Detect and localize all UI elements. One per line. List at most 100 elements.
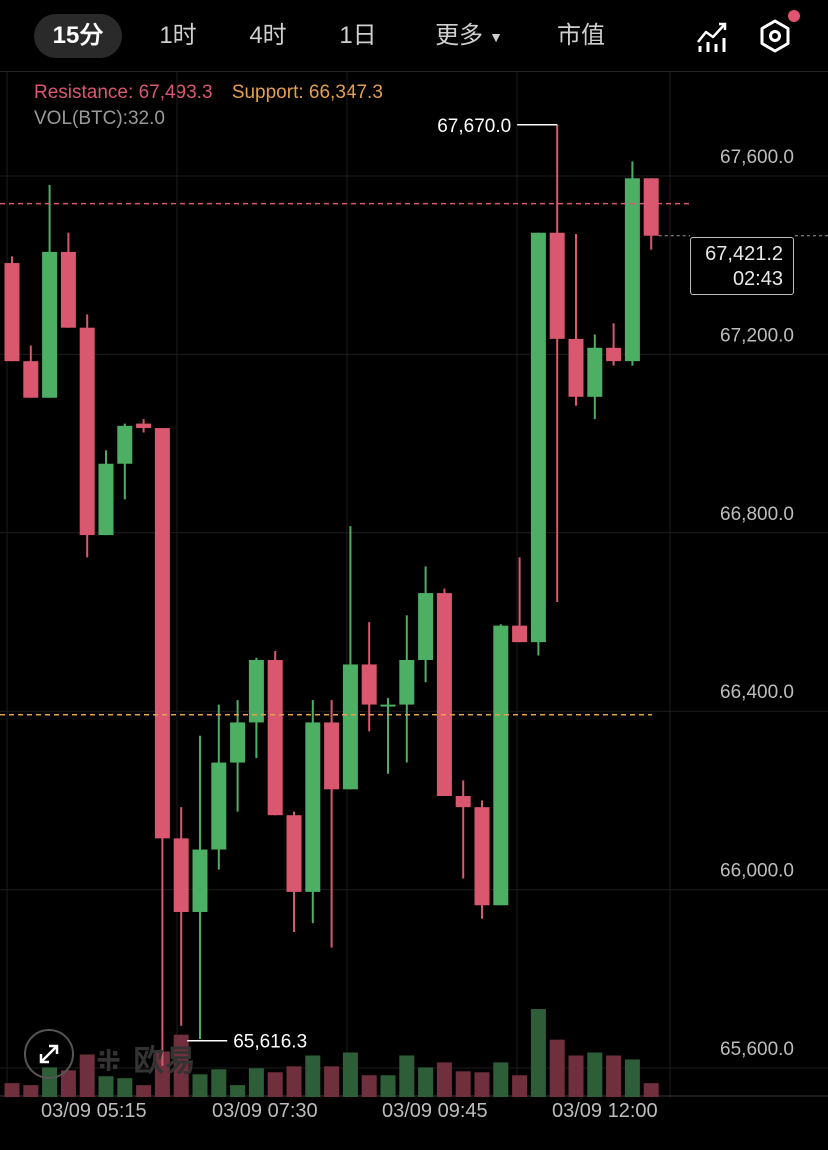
- last-price-box: 67,421.2 02:43: [690, 237, 794, 295]
- low-price-label: 65,616.3: [233, 1032, 307, 1053]
- indicators-icon[interactable]: [692, 16, 732, 56]
- volume-bar: [192, 1074, 208, 1097]
- support-resistance-info: Resistance: 67,493.3 Support: 66,347.3: [34, 82, 383, 104]
- volume-bar: [549, 1039, 565, 1097]
- candle-body: [643, 178, 659, 236]
- candle-body: [42, 251, 58, 398]
- candle-body: [436, 593, 452, 797]
- candle-body: [230, 722, 246, 763]
- more-timeframes-dropdown[interactable]: 更多 ▼: [424, 14, 514, 58]
- candle-body: [380, 704, 396, 707]
- y-tick-label: 66,800.0: [720, 504, 794, 525]
- volume-bar: [530, 1009, 546, 1097]
- volume-bar: [643, 1083, 659, 1097]
- candle-countdown: 02:43: [732, 268, 783, 290]
- volume-bar: [173, 1034, 189, 1097]
- volume-bar: [587, 1052, 603, 1097]
- volume-bar: [23, 1085, 39, 1097]
- high-price-label: 67,670.0: [437, 116, 511, 137]
- last-price-value: 67,421.2: [705, 243, 783, 265]
- y-tick-label: 66,400.0: [720, 682, 794, 703]
- candle-body: [173, 838, 189, 912]
- timeframe-15m-tab[interactable]: 15分: [34, 14, 122, 58]
- candle-body: [136, 423, 152, 429]
- candle-body: [60, 251, 76, 328]
- volume-bar: [512, 1075, 528, 1097]
- exchange-watermark: ⁜ 欧易: [96, 1036, 197, 1080]
- support-label: Support:: [231, 82, 304, 103]
- candlestick-chart[interactable]: 67,600.0 67,200.0 66,800.0 66,400.0 66,000.0…: [0, 72, 828, 1098]
- expand-icon: [39, 1044, 59, 1064]
- timeframe-1h-tab[interactable]: 1时: [159, 22, 197, 49]
- volume-bar: [79, 1054, 95, 1097]
- timeframe-1d-tab[interactable]: 1日: [339, 22, 377, 49]
- resistance-value: 67,493.3: [138, 82, 213, 103]
- candle-body: [624, 178, 640, 362]
- volume-bar: [606, 1055, 622, 1097]
- y-tick-label: 66,000.0: [720, 861, 794, 882]
- chevron-down-icon: ▼: [489, 28, 503, 45]
- x-tick-label: 03/09 07:30: [212, 1100, 318, 1122]
- fullscreen-button[interactable]: [24, 1029, 74, 1079]
- candle-body: [530, 232, 546, 643]
- y-tick-label: 67,200.0: [720, 325, 794, 346]
- x-tick-label: 03/09 09:45: [382, 1100, 488, 1122]
- candle-body: [324, 722, 340, 790]
- volume-bar: [380, 1075, 396, 1097]
- settings-hexagon-icon[interactable]: [755, 16, 795, 56]
- volume-bar: [568, 1055, 584, 1097]
- candle-body: [587, 347, 603, 397]
- volume-bar: [624, 1059, 640, 1097]
- volume-bar: [399, 1055, 415, 1097]
- candle-body: [418, 593, 434, 660]
- candle-body: [399, 659, 415, 705]
- resistance-label: Resistance:: [34, 82, 134, 103]
- candle-body: [154, 428, 170, 839]
- volume-bar: [267, 1072, 283, 1097]
- candle-body: [192, 849, 208, 912]
- volume-bar: [286, 1066, 302, 1097]
- candle-body: [305, 722, 321, 892]
- logo-mark-icon: ⁜: [96, 1045, 124, 1078]
- candle-body: [512, 625, 528, 643]
- volume-bar: [436, 1062, 452, 1097]
- candle-body: [493, 625, 509, 906]
- candle-body: [211, 762, 227, 850]
- candle-body: [342, 664, 358, 790]
- candle-body: [4, 263, 20, 362]
- more-label: 更多: [435, 22, 484, 49]
- y-tick-label: 65,600.0: [720, 1039, 794, 1060]
- volume-bar: [455, 1071, 471, 1097]
- volume-bar: [305, 1055, 321, 1097]
- volume-bar: [474, 1072, 490, 1097]
- watermark-text: 欧易: [133, 1045, 198, 1078]
- volume-bar: [60, 1070, 76, 1097]
- volume-bar: [230, 1085, 246, 1097]
- toolbar-divider: [0, 71, 828, 72]
- volume-bar: [4, 1083, 20, 1097]
- volume-bar: [117, 1078, 133, 1097]
- volume-bar: [418, 1067, 434, 1097]
- candle-body: [23, 361, 39, 398]
- volume-bar: [98, 1076, 114, 1097]
- volume-bar: [136, 1085, 152, 1097]
- market-cap-tab[interactable]: 市值: [557, 22, 605, 49]
- candle-body: [117, 425, 133, 464]
- candle-body: [98, 463, 114, 536]
- volume-bar: [342, 1052, 358, 1097]
- candle-body: [568, 338, 584, 397]
- candle-body: [361, 664, 377, 705]
- y-tick-label: 67,600.0: [720, 147, 794, 168]
- notification-dot: [788, 10, 800, 22]
- candle-body: [267, 659, 283, 816]
- timeframe-4h-tab[interactable]: 4时: [249, 22, 287, 49]
- candle-body: [79, 327, 95, 536]
- candle-body: [606, 347, 622, 362]
- timeframe-toolbar: 15分 1时 4时 1日 更多 ▼ 市值: [0, 0, 828, 72]
- volume-bar: [361, 1075, 377, 1097]
- volume-bar: [324, 1066, 340, 1097]
- candle-body: [455, 796, 471, 808]
- volume-bar: [248, 1068, 264, 1097]
- candle-body: [248, 659, 264, 723]
- x-tick-label: 03/09 12:00: [552, 1100, 658, 1122]
